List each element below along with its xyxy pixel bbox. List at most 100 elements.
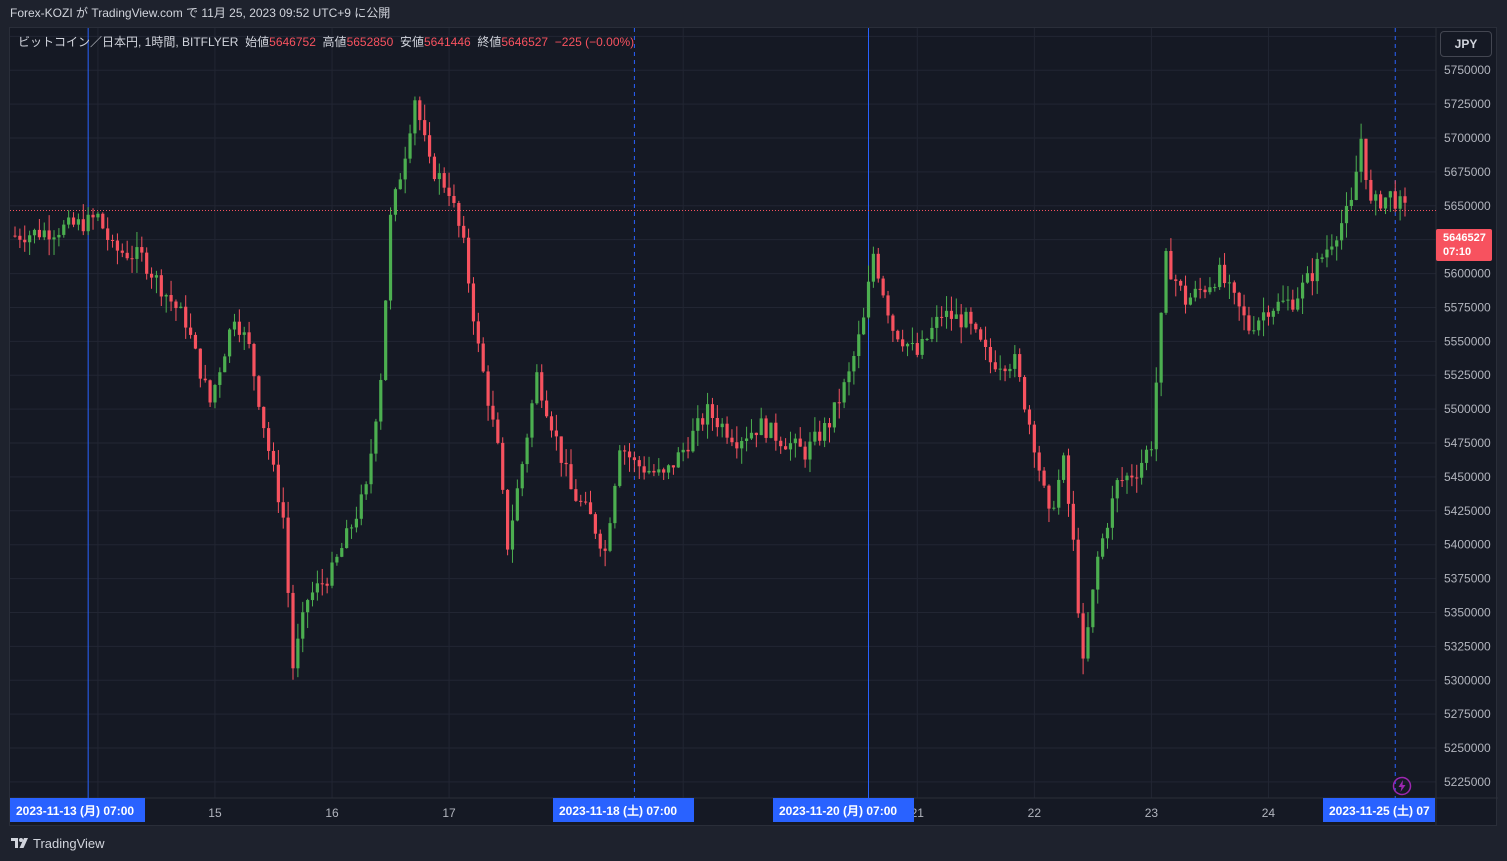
candle-body — [969, 311, 973, 324]
candle-body — [535, 372, 539, 404]
published-text: Forex-KOZI が TradingView.com で 11月 25, 2… — [10, 6, 391, 20]
candle-body — [1330, 246, 1334, 250]
tradingview-logo-icon[interactable] — [11, 836, 31, 850]
candle-body — [940, 316, 944, 318]
candle-body — [32, 229, 37, 236]
y-tick-label: 5450000 — [1444, 470, 1491, 484]
footer: TradingView — [0, 826, 1507, 861]
candle-body — [462, 225, 466, 238]
candle-body — [57, 234, 61, 238]
candle-body — [37, 229, 41, 238]
candle-body — [1130, 475, 1134, 478]
candle-body — [237, 321, 241, 335]
candle-body — [637, 460, 641, 467]
candle-body — [452, 195, 456, 203]
candle-body — [1227, 282, 1232, 284]
candle-body — [1164, 251, 1168, 313]
candle-body — [1374, 194, 1378, 201]
candle-body — [842, 382, 846, 403]
candle-body — [1120, 480, 1124, 482]
candle-body — [515, 488, 519, 521]
candle-body — [267, 428, 271, 451]
candle-body — [896, 330, 900, 340]
candle-body — [13, 235, 17, 237]
y-tick-label: 5550000 — [1444, 334, 1491, 348]
candle-body — [481, 343, 485, 372]
candle-body — [681, 449, 685, 453]
x-tick-label: 24 — [1262, 806, 1276, 820]
candle-body — [891, 315, 895, 331]
candle-body — [364, 484, 368, 495]
symbol-label[interactable]: ビットコイン／日本円, 1時間, BITFLYER — [18, 35, 239, 49]
candle-body — [359, 494, 363, 519]
candle-body — [1188, 297, 1193, 305]
candle-body — [1291, 299, 1295, 310]
candle-body — [398, 179, 402, 190]
candle-body — [198, 348, 202, 379]
candle-body — [218, 372, 222, 385]
candle-body — [1403, 196, 1407, 203]
candle-body — [564, 462, 568, 465]
y-tick-label: 5725000 — [1444, 97, 1491, 111]
candle-body — [1305, 273, 1310, 283]
candle-body — [584, 501, 588, 503]
candle-body — [579, 500, 583, 502]
date-tag-4: 2023-11-25 (土) 07 — [1323, 798, 1435, 822]
candle-body — [1047, 485, 1051, 509]
candle-body — [1261, 312, 1266, 321]
candle-body — [793, 438, 797, 444]
candle-body — [247, 332, 251, 345]
candle-body — [993, 362, 997, 370]
candle-body — [818, 431, 822, 441]
candle-body — [232, 321, 237, 330]
candle-body — [559, 436, 563, 463]
candle-body — [905, 343, 910, 347]
x-tick-label: 15 — [208, 806, 222, 820]
candle-body — [1110, 498, 1114, 528]
candle-body — [1310, 273, 1314, 282]
candle-body — [169, 295, 173, 302]
candle-body — [574, 489, 578, 501]
y-tick-label: 5350000 — [1444, 605, 1491, 619]
candle-body — [1335, 240, 1339, 247]
candle-body — [393, 189, 398, 215]
candle-body — [330, 562, 334, 586]
candle-body — [1008, 368, 1012, 372]
candle-body — [1140, 462, 1144, 478]
currency-button[interactable]: JPY — [1440, 31, 1492, 57]
candle-body — [491, 405, 495, 420]
candle-body — [983, 339, 988, 348]
candle-body — [920, 338, 924, 355]
candle-body — [871, 253, 875, 282]
y-tick-label: 5700000 — [1444, 131, 1491, 145]
candle-body — [1383, 197, 1388, 209]
candle-body — [1066, 455, 1071, 504]
candle-body — [876, 253, 880, 279]
last-price-tag: 5646527 07:10 — [1436, 229, 1492, 261]
candle-body — [1266, 312, 1271, 317]
candle-body — [686, 449, 690, 452]
lightning-icon[interactable] — [1392, 776, 1412, 796]
candle-body — [369, 453, 373, 485]
candle-body — [1344, 206, 1349, 224]
candlestick-chart[interactable]: 5225000 5250000 5275000 5300000 5325000 53500… — [10, 28, 1498, 827]
candle-body — [647, 470, 651, 473]
candle-body — [203, 378, 207, 381]
candle-body — [691, 430, 695, 452]
candle-body — [18, 235, 22, 240]
candle-body — [803, 446, 807, 460]
candle-body — [320, 583, 324, 585]
candle-body — [954, 314, 958, 319]
candle-body — [227, 329, 232, 357]
candle-body — [944, 310, 949, 317]
y-tick-label: 5575000 — [1444, 300, 1491, 314]
candle-body — [725, 423, 729, 438]
footer-brand[interactable]: TradingView — [33, 836, 105, 851]
candle-body — [130, 258, 134, 260]
change-value: −225 (−0.00%) — [554, 35, 635, 49]
candle-body — [959, 314, 963, 328]
candle-body — [988, 347, 993, 363]
candle-body — [213, 384, 217, 403]
candle-body — [930, 327, 934, 339]
chart-panel[interactable]: 5225000 5250000 5275000 5300000 5325000 53500… — [9, 27, 1498, 827]
